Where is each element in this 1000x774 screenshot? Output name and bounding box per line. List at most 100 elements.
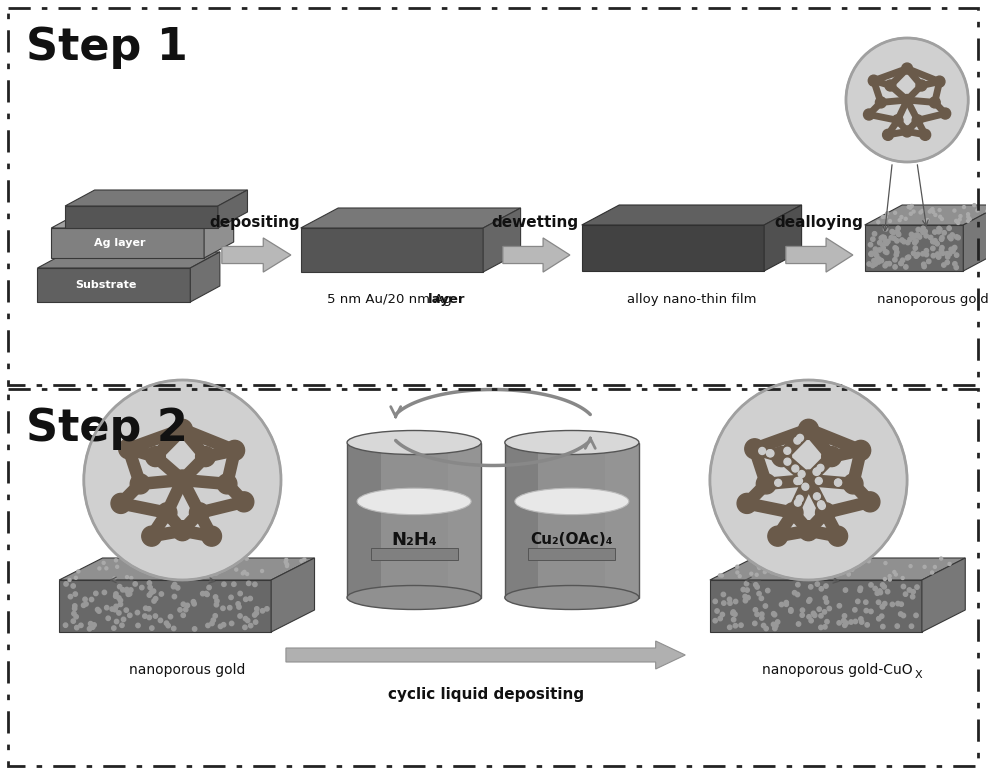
Circle shape bbox=[172, 594, 177, 599]
Circle shape bbox=[185, 562, 188, 565]
Circle shape bbox=[113, 608, 117, 612]
Circle shape bbox=[130, 577, 133, 580]
Circle shape bbox=[73, 604, 77, 608]
Circle shape bbox=[743, 598, 748, 603]
Polygon shape bbox=[301, 208, 521, 228]
Circle shape bbox=[924, 252, 929, 257]
Circle shape bbox=[910, 594, 915, 599]
Text: alloy nano-thin film: alloy nano-thin film bbox=[627, 293, 756, 306]
Circle shape bbox=[953, 262, 957, 266]
Circle shape bbox=[786, 575, 789, 578]
Circle shape bbox=[215, 599, 219, 603]
Circle shape bbox=[956, 235, 960, 240]
Circle shape bbox=[718, 616, 722, 621]
Circle shape bbox=[822, 447, 841, 467]
Polygon shape bbox=[764, 205, 802, 271]
Circle shape bbox=[909, 565, 912, 567]
Circle shape bbox=[97, 609, 101, 613]
Circle shape bbox=[753, 622, 757, 625]
Circle shape bbox=[835, 479, 842, 486]
Circle shape bbox=[901, 613, 906, 618]
Circle shape bbox=[922, 262, 926, 266]
FancyArrow shape bbox=[503, 238, 570, 272]
Circle shape bbox=[759, 447, 766, 454]
Circle shape bbox=[931, 253, 936, 258]
Circle shape bbox=[775, 479, 782, 486]
Circle shape bbox=[912, 210, 915, 213]
Circle shape bbox=[147, 615, 151, 620]
Circle shape bbox=[934, 214, 937, 217]
Ellipse shape bbox=[357, 488, 471, 515]
Text: Step 2: Step 2 bbox=[26, 407, 188, 450]
Circle shape bbox=[954, 253, 959, 257]
Polygon shape bbox=[271, 558, 315, 632]
Circle shape bbox=[847, 573, 850, 576]
Circle shape bbox=[896, 226, 900, 231]
Circle shape bbox=[92, 623, 96, 627]
Circle shape bbox=[911, 590, 915, 594]
Polygon shape bbox=[218, 190, 247, 228]
Circle shape bbox=[713, 618, 717, 623]
Bar bbox=[347, 443, 481, 598]
Circle shape bbox=[880, 604, 885, 608]
Circle shape bbox=[922, 264, 926, 269]
Circle shape bbox=[759, 596, 764, 601]
Circle shape bbox=[937, 230, 941, 234]
Circle shape bbox=[791, 559, 794, 562]
Circle shape bbox=[202, 526, 221, 546]
Circle shape bbox=[118, 598, 123, 603]
Circle shape bbox=[731, 618, 736, 622]
Circle shape bbox=[114, 592, 118, 596]
Polygon shape bbox=[51, 228, 204, 258]
Circle shape bbox=[789, 609, 793, 613]
Circle shape bbox=[225, 440, 245, 461]
Circle shape bbox=[184, 608, 188, 612]
Circle shape bbox=[966, 220, 969, 222]
Circle shape bbox=[766, 450, 773, 457]
Circle shape bbox=[853, 608, 857, 612]
Polygon shape bbox=[483, 208, 521, 272]
Circle shape bbox=[244, 597, 248, 601]
Circle shape bbox=[880, 583, 885, 587]
Circle shape bbox=[824, 600, 829, 604]
Circle shape bbox=[738, 574, 741, 577]
Circle shape bbox=[72, 611, 76, 616]
Circle shape bbox=[939, 248, 944, 252]
Circle shape bbox=[884, 215, 887, 218]
Circle shape bbox=[813, 613, 817, 618]
Circle shape bbox=[892, 236, 896, 241]
Circle shape bbox=[788, 567, 791, 570]
Circle shape bbox=[74, 615, 78, 619]
Circle shape bbox=[784, 601, 788, 604]
Bar bbox=[347, 443, 481, 598]
Circle shape bbox=[198, 567, 201, 570]
Circle shape bbox=[892, 115, 903, 126]
Circle shape bbox=[98, 567, 101, 570]
Circle shape bbox=[885, 262, 889, 266]
Circle shape bbox=[923, 229, 927, 234]
Circle shape bbox=[221, 622, 226, 627]
Text: nanoporous gold: nanoporous gold bbox=[877, 293, 989, 306]
Circle shape bbox=[921, 226, 925, 231]
Bar bbox=[528, 548, 615, 560]
Circle shape bbox=[77, 570, 80, 573]
Bar bbox=[505, 443, 639, 598]
Circle shape bbox=[911, 251, 916, 255]
Circle shape bbox=[916, 252, 920, 257]
Circle shape bbox=[753, 608, 758, 612]
Circle shape bbox=[933, 238, 937, 243]
Polygon shape bbox=[582, 225, 764, 271]
Circle shape bbox=[192, 627, 197, 631]
Circle shape bbox=[190, 563, 193, 567]
Circle shape bbox=[215, 572, 218, 575]
Circle shape bbox=[939, 237, 944, 241]
Circle shape bbox=[902, 94, 913, 105]
Circle shape bbox=[158, 618, 163, 622]
Circle shape bbox=[84, 601, 88, 606]
Circle shape bbox=[221, 566, 224, 569]
Circle shape bbox=[238, 614, 242, 618]
Circle shape bbox=[285, 562, 288, 565]
Circle shape bbox=[864, 600, 868, 604]
Circle shape bbox=[119, 439, 138, 459]
Circle shape bbox=[947, 226, 951, 231]
